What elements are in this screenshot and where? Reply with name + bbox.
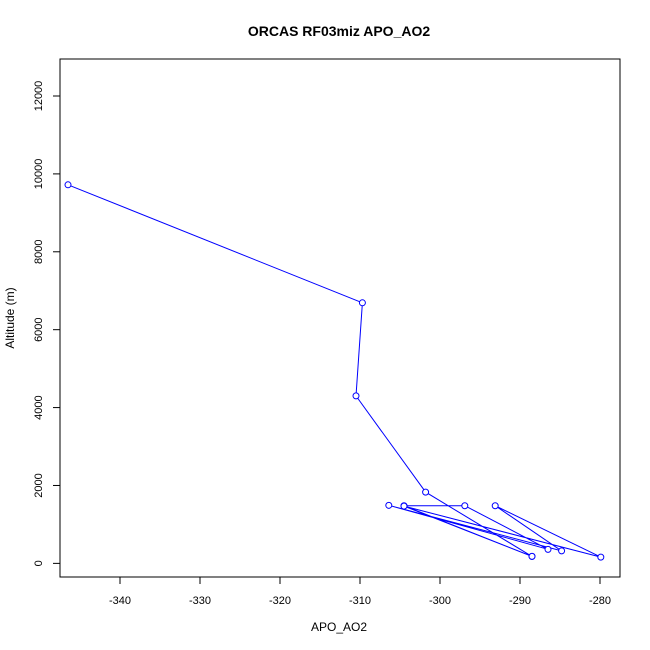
data-point [400, 502, 408, 510]
y-tick-label: 10000 [33, 159, 45, 190]
data-point [64, 181, 72, 189]
x-tick-label: -300 [429, 595, 451, 607]
series-line [67, 184, 602, 558]
data-point [422, 488, 430, 496]
data-point [544, 545, 552, 553]
data-point [352, 392, 360, 400]
x-tick-label: -290 [509, 595, 531, 607]
y-axis: 0 2000 4000 6000 8000 10000 12000 [33, 81, 61, 566]
data-point [528, 552, 536, 560]
series-layer [64, 181, 605, 561]
data-point [358, 299, 366, 307]
x-tick-label: -280 [589, 595, 611, 607]
x-tick-label: -330 [189, 595, 211, 607]
x-tick-label: -310 [349, 595, 371, 607]
data-point [461, 502, 469, 510]
x-tick-label: -340 [109, 595, 131, 607]
y-tick-label: 4000 [33, 395, 45, 419]
y-tick-label: 6000 [33, 317, 45, 341]
x-tick-label: -320 [269, 595, 291, 607]
data-point [597, 553, 605, 561]
data-point [558, 547, 566, 555]
x-axis-label: APO_AO2 [311, 620, 367, 634]
y-tick-label: 0 [33, 560, 45, 566]
plot-area-box [59, 58, 621, 578]
chart-title: ORCAS RF03miz APO_AO2 [248, 23, 431, 39]
y-tick-label: 8000 [33, 240, 45, 264]
data-point [385, 501, 393, 509]
y-tick-label: 2000 [33, 473, 45, 497]
x-axis: -340 -330 -320 -310 -300 -290 -280 [109, 576, 611, 607]
data-point [491, 502, 499, 510]
y-axis-label: Altitude (m) [3, 287, 17, 348]
y-tick-label: 12000 [33, 81, 45, 112]
